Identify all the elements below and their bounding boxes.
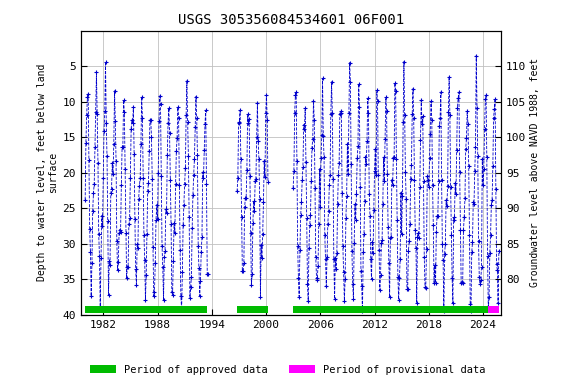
Legend: Period of approved data, Period of provisional data: Period of approved data, Period of provi… (86, 361, 490, 379)
Title: USGS 305356084534601 06F001: USGS 305356084534601 06F001 (178, 13, 404, 27)
Y-axis label: Depth to water level, feet below land
surface: Depth to water level, feet below land su… (36, 64, 58, 281)
Y-axis label: Groundwater level above NAVD 1988, feet: Groundwater level above NAVD 1988, feet (530, 58, 540, 287)
